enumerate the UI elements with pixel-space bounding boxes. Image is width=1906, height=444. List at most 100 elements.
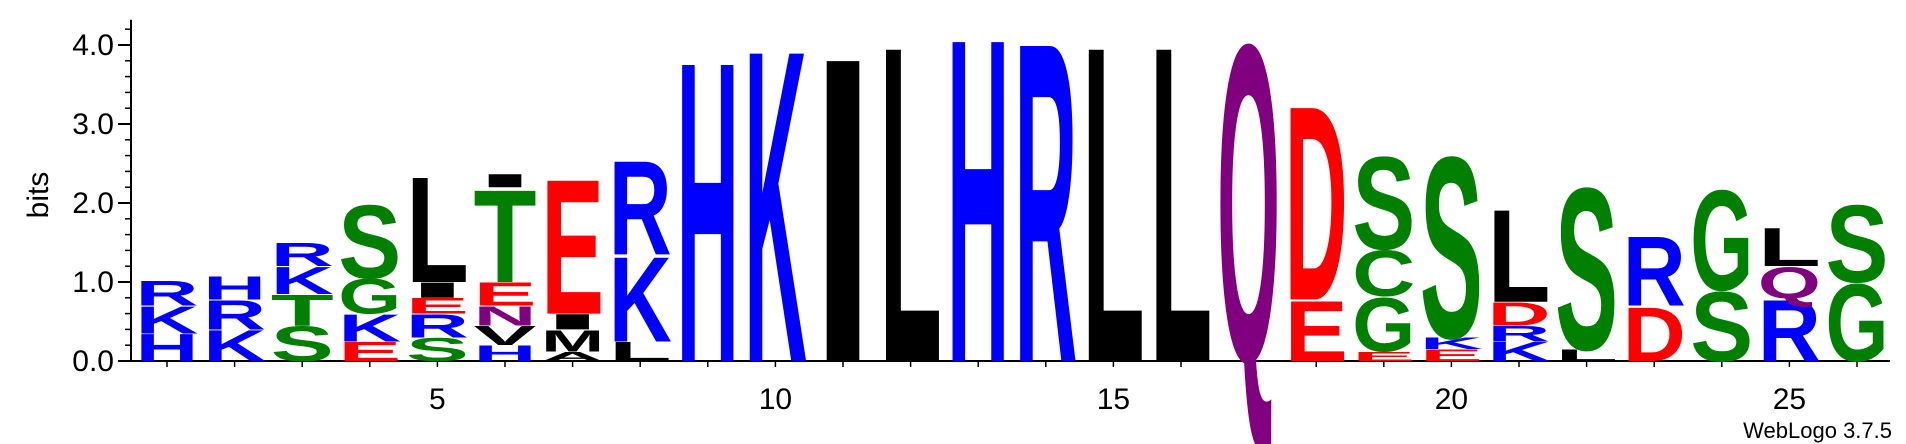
logo-letter: K — [271, 259, 334, 302]
logo-letter: E — [474, 276, 537, 313]
x-tick-label: 15 — [1097, 383, 1130, 416]
logo-letter: Q — [1217, 0, 1280, 444]
weblogo-credit: WebLogo 3.7.5 — [1743, 418, 1892, 443]
logo-letter: K — [609, 232, 672, 368]
logo-letter: G — [1690, 161, 1753, 321]
logo-letter: S — [271, 316, 334, 371]
x-tick-label: 10 — [759, 383, 792, 416]
logo-letter: I — [474, 170, 537, 191]
logo-letter: M — [541, 324, 604, 358]
logo-letter: E — [1352, 349, 1415, 364]
logo-letter: S — [406, 331, 469, 368]
logo-letter: I — [541, 310, 604, 335]
logo-letter: L — [1555, 346, 1618, 365]
logo-letter: V — [474, 320, 537, 351]
position-13-stack: H — [947, 0, 1010, 444]
logo-letter: H — [136, 327, 199, 370]
position-10-stack: K — [744, 0, 807, 444]
logo-letter: R — [135, 274, 198, 313]
logo-letter: T — [271, 285, 334, 335]
logo-letter: C — [1352, 237, 1415, 311]
logo-letter: R — [1758, 282, 1821, 381]
position-20-stack: EKS — [1420, 103, 1483, 393]
position-2-stack: KRH — [203, 269, 266, 370]
logo-letter: I — [406, 278, 469, 303]
logo-letter: E — [541, 140, 604, 356]
position-14-stack: R — [1014, 0, 1077, 444]
y-tick-label: 4.0 — [72, 29, 114, 62]
logo-letter: G — [338, 269, 401, 324]
logo-letter: K — [1488, 336, 1551, 367]
logo-letter: L — [609, 336, 672, 367]
logo-letter: Q — [1758, 258, 1821, 307]
logo-letter: L — [406, 146, 469, 314]
logo-letter: K — [203, 321, 266, 370]
y-tick-label: 2.0 — [72, 187, 114, 220]
logo-letter: G — [1352, 281, 1415, 368]
logo-letter: E — [1285, 284, 1348, 380]
logo-letter: S — [1826, 182, 1889, 306]
logo-letter: L — [1150, 0, 1213, 444]
logo-letter: R — [1623, 215, 1686, 327]
logo-letter: E — [406, 294, 469, 319]
logo-letter: N — [474, 300, 537, 331]
logo-letter: D — [1285, 47, 1348, 359]
logo-letter: E — [338, 336, 401, 367]
logo-letter: I — [812, 0, 875, 444]
logo-letter: D — [1623, 292, 1686, 378]
logo-letter: S — [1690, 271, 1753, 383]
y-tick-label: 1.0 — [72, 266, 114, 299]
position-9-stack: H — [676, 0, 739, 444]
position-8-stack: LKR — [609, 133, 672, 367]
logo-letter: K — [744, 0, 807, 444]
logo-letter: K — [1420, 334, 1483, 353]
position-25-stack: RQL — [1758, 216, 1821, 380]
position-26-stack: GS — [1826, 182, 1889, 385]
logo-letter: R — [406, 307, 469, 344]
position-17-stack: Q — [1217, 0, 1280, 444]
logo-letter: H — [676, 0, 739, 444]
position-18-stack: ED — [1285, 47, 1348, 380]
position-24-stack: SG — [1690, 161, 1753, 383]
logo-letter: R — [1488, 321, 1551, 346]
y-tick-label: 0.0 — [72, 345, 114, 378]
logo-letter: A — [541, 349, 604, 364]
position-22-stack: LS — [1555, 141, 1618, 399]
position-15-stack: L — [1082, 0, 1145, 444]
position-12-stack: L — [879, 0, 942, 444]
position-16-stack: L — [1150, 0, 1213, 444]
y-axis-label: bits — [22, 172, 55, 219]
logo-letter: H — [203, 269, 266, 306]
logo-letter: S — [1555, 141, 1618, 399]
position-11-stack: I — [812, 0, 875, 444]
logo-letter: S — [338, 185, 401, 302]
logo-letter: K — [136, 299, 199, 342]
position-23-stack: DR — [1623, 215, 1686, 377]
logo-letter: S — [1352, 130, 1415, 277]
logo-letter: D — [1488, 295, 1551, 332]
position-1-stack: HKR — [135, 274, 198, 369]
logo-letter: S — [1420, 103, 1483, 393]
axes: 0.0 1.0 2.0 3.0 4.0 5 10 15 20 25 — [72, 19, 1890, 416]
logo-letter: R — [271, 236, 334, 273]
y-tick-label: 3.0 — [72, 108, 114, 141]
logo-letter: R — [203, 291, 266, 338]
x-tick-label: 25 — [1773, 383, 1806, 416]
logo-letter: K — [338, 307, 401, 350]
logo-letter: E — [1420, 346, 1483, 364]
logo-letter: L — [879, 0, 942, 444]
x-tick-label: 5 — [429, 383, 446, 416]
logo-letter: R — [1014, 0, 1077, 444]
logo-letter: R — [609, 133, 672, 284]
logo-letter: H — [474, 341, 537, 366]
logo-letter: G — [1826, 261, 1889, 385]
x-tick-label: 20 — [1435, 383, 1468, 416]
